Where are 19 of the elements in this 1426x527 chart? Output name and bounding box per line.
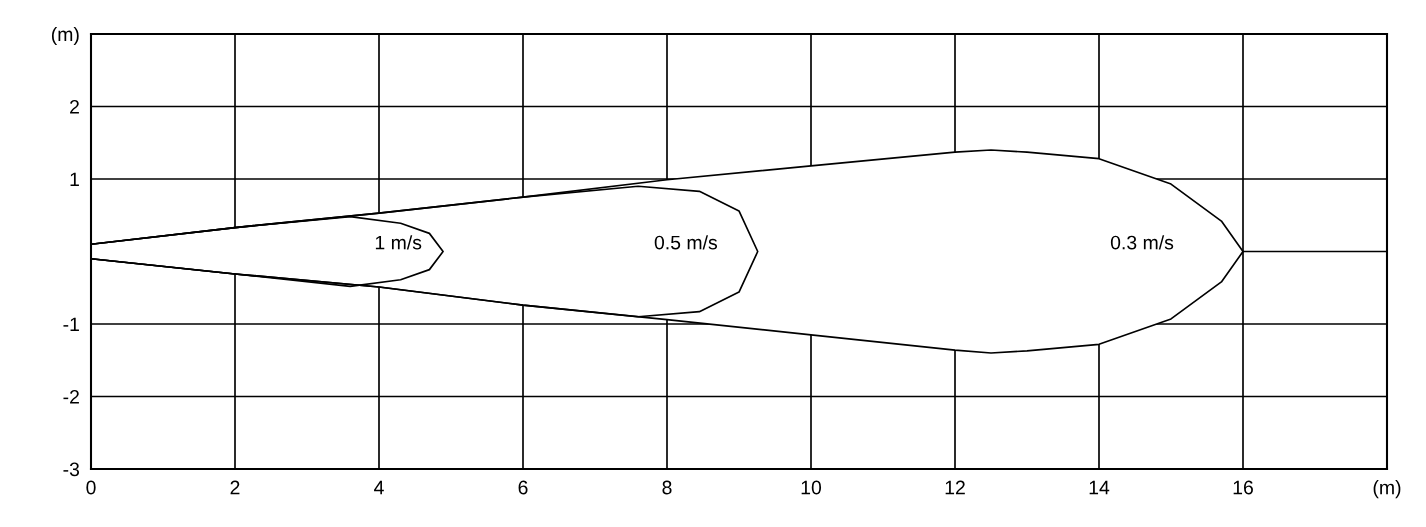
y-tick-label: -2 (63, 389, 79, 404)
y-tick-label: (m) (51, 26, 79, 46)
x-tick-label: 4 (374, 480, 384, 495)
series-label: 0.5 m/s (654, 235, 718, 250)
series-label: 1 m/s (375, 235, 422, 250)
y-tick-label: 2 (70, 99, 79, 114)
y-tick-label: 1 (70, 172, 79, 187)
x-tick-label: 6 (518, 480, 528, 495)
x-tick-label: 10 (801, 480, 822, 495)
x-tick-label: (m) (1373, 480, 1401, 499)
x-tick-label: 12 (945, 480, 965, 495)
text: 0.3 m/s (1110, 235, 1174, 250)
x-tick-label: 8 (662, 480, 672, 495)
x-tick-label: 16 (1233, 480, 1253, 495)
y-tick-label: -3 (63, 462, 80, 477)
x-tick-label: 2 (230, 480, 240, 495)
x-tick-label: 14 (1089, 480, 1110, 495)
y-tick-label: -1 (63, 317, 79, 332)
x-tick-label: 0 (86, 480, 96, 495)
